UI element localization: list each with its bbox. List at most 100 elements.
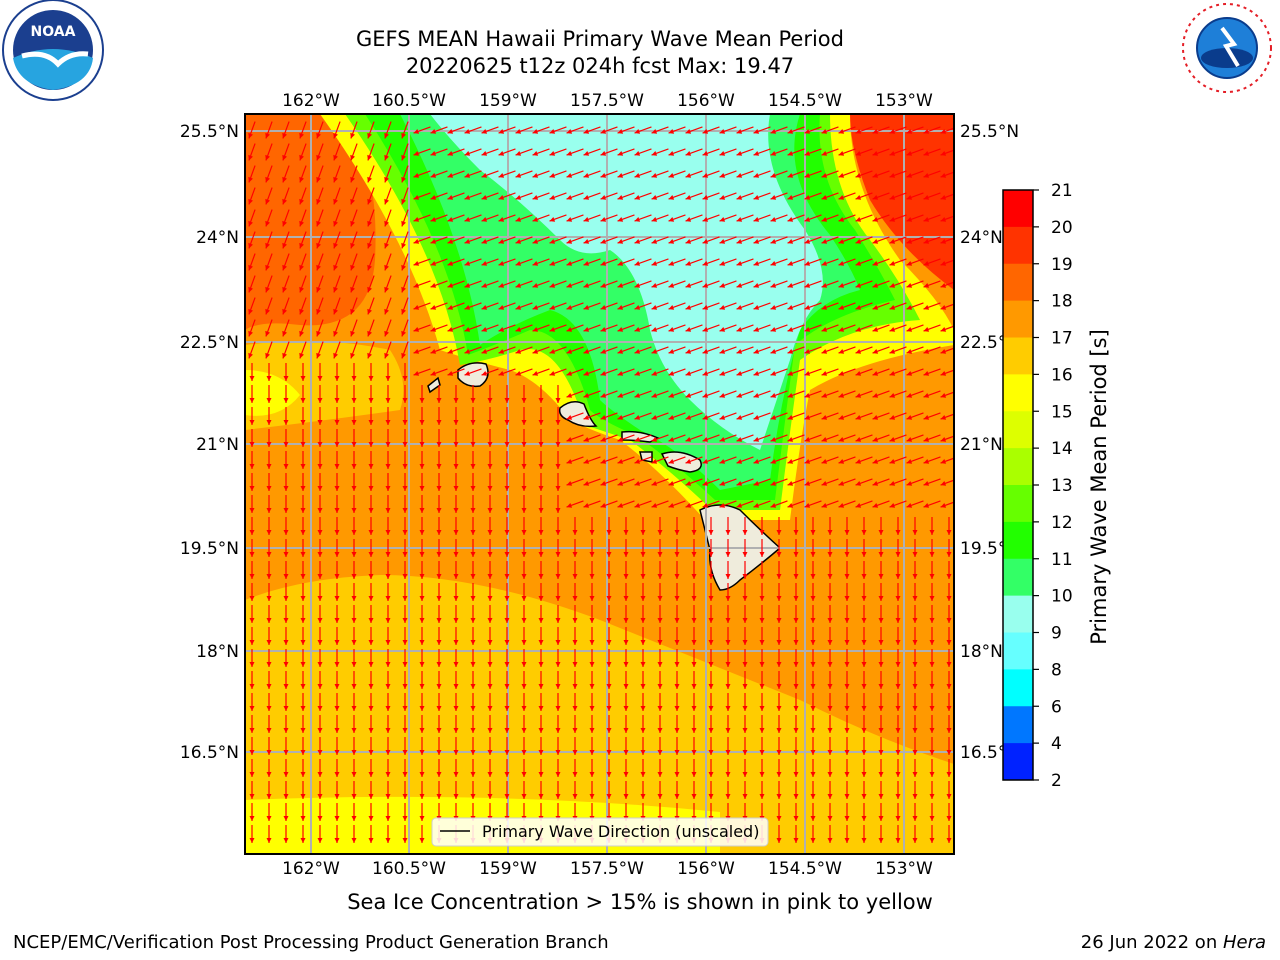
wave-arrow-head — [940, 503, 947, 508]
wave-arrow-head — [617, 305, 624, 310]
wave-arrow-head — [453, 508, 459, 513]
wave-arrow-head — [487, 706, 493, 711]
wave-arrow-head — [759, 706, 765, 711]
wave-arrow-head — [384, 154, 389, 161]
wave-arrow-head — [419, 442, 425, 447]
wave-arrow-head — [827, 750, 833, 755]
wave-arrow-head — [691, 640, 697, 645]
wave-arrow-head — [498, 283, 505, 288]
wave-arrow-head — [600, 503, 607, 508]
wave-arrow-head — [266, 838, 272, 843]
wave-arrow-head — [872, 239, 879, 244]
wave-arrow-head — [668, 327, 675, 332]
wave-arrow-head — [266, 640, 272, 645]
wave-arrow-head — [923, 305, 930, 310]
wave-arrow-head — [317, 398, 323, 403]
wave-arrow-head — [333, 308, 338, 315]
wave-arrow-head — [385, 420, 391, 425]
wave-arrow-head — [906, 195, 913, 200]
wave-arrow-head — [923, 173, 930, 178]
wave-arrow-head — [334, 596, 340, 601]
wave-arrow-head — [385, 662, 391, 667]
wave-arrow-head — [804, 151, 811, 156]
wave-arrow-head — [447, 371, 454, 376]
wave-arrow-head — [855, 283, 862, 288]
wave-arrow-head — [719, 195, 726, 200]
wave-arrow-head — [401, 132, 406, 139]
wave-arrow-head — [419, 706, 425, 711]
wave-arrow-head — [770, 415, 777, 420]
wave-arrow-head — [940, 349, 947, 354]
wave-arrow-head — [912, 530, 918, 535]
wave-arrow-head — [453, 530, 459, 535]
wave-arrow-head — [685, 437, 692, 442]
wave-arrow-head — [844, 772, 850, 777]
wave-arrow-head — [447, 305, 454, 310]
wave-arrow-head — [889, 459, 896, 464]
wave-arrow-head — [640, 794, 646, 799]
wave-arrow-head — [725, 618, 731, 623]
wave-arrow-head — [504, 442, 510, 447]
wave-arrow-head — [283, 684, 289, 689]
wave-arrow-head — [821, 481, 828, 486]
wave-arrow-head — [300, 508, 306, 513]
wave-arrow-head — [515, 195, 522, 200]
wave-arrow-head — [402, 442, 408, 447]
wave-arrow-head — [606, 662, 612, 667]
wave-arrow-head — [385, 508, 391, 513]
wave-arrow-head — [923, 459, 930, 464]
wave-arrow-head — [946, 574, 952, 579]
wave-arrow-head — [787, 349, 794, 354]
wave-arrow-head — [453, 794, 459, 799]
lon-tick-label: 162°W — [282, 859, 340, 879]
wave-arrow-head — [299, 176, 304, 183]
wave-arrow-head — [555, 442, 561, 447]
wave-arrow-head — [430, 283, 437, 288]
wave-arrow-head — [657, 728, 663, 733]
wave-arrow-head — [634, 217, 641, 222]
wave-arrow-head — [929, 574, 935, 579]
wave-arrow-head — [566, 283, 573, 288]
wave-arrow-head — [481, 305, 488, 310]
wave-arrow-head — [334, 684, 340, 689]
wave-arrow-head — [504, 596, 510, 601]
wave-arrow-head — [453, 618, 459, 623]
wave-arrow-head — [940, 129, 947, 134]
wave-arrow-head — [651, 195, 658, 200]
wave-arrow-head — [300, 596, 306, 601]
wave-arrow-head — [821, 415, 828, 420]
wave-arrow-head — [498, 305, 505, 310]
wave-arrow-head — [265, 264, 270, 271]
wave-arrow-head — [583, 305, 590, 310]
wave-arrow-head — [736, 481, 743, 486]
wave-arrow-head — [249, 706, 255, 711]
wave-arrow-head — [906, 437, 913, 442]
wave-arrow-head — [572, 794, 578, 799]
wave-arrow-head — [351, 508, 357, 513]
wave-arrow-head — [300, 794, 306, 799]
wave-arrow-head — [634, 239, 641, 244]
lon-tick-label: 154.5°W — [768, 91, 842, 111]
wave-arrow-head — [821, 173, 828, 178]
wave-arrow-head — [855, 459, 862, 464]
wave-arrow-head — [923, 371, 930, 376]
wave-arrow-head — [504, 574, 510, 579]
molokai-island — [621, 430, 660, 443]
wave-arrow-head — [249, 728, 255, 733]
wave-arrow-head — [583, 261, 590, 266]
wave-arrow-head — [515, 305, 522, 310]
wave-arrow-head — [316, 154, 321, 161]
wave-arrow-head — [906, 283, 913, 288]
wave-arrow-head — [810, 750, 816, 755]
wave-arrow-head — [521, 794, 527, 799]
wave-arrow-head — [283, 398, 289, 403]
wave-arrow-head — [498, 151, 505, 156]
wave-arrow-head — [912, 750, 918, 755]
wave-arrow-head — [691, 530, 697, 535]
wave-arrow-head — [299, 242, 304, 249]
wave-arrow-head — [583, 371, 590, 376]
colorbar-tick-label: 19 — [1051, 255, 1073, 275]
wave-arrow-head — [702, 195, 709, 200]
wave-arrow-head — [334, 816, 340, 821]
wave-arrow-head — [464, 239, 471, 244]
